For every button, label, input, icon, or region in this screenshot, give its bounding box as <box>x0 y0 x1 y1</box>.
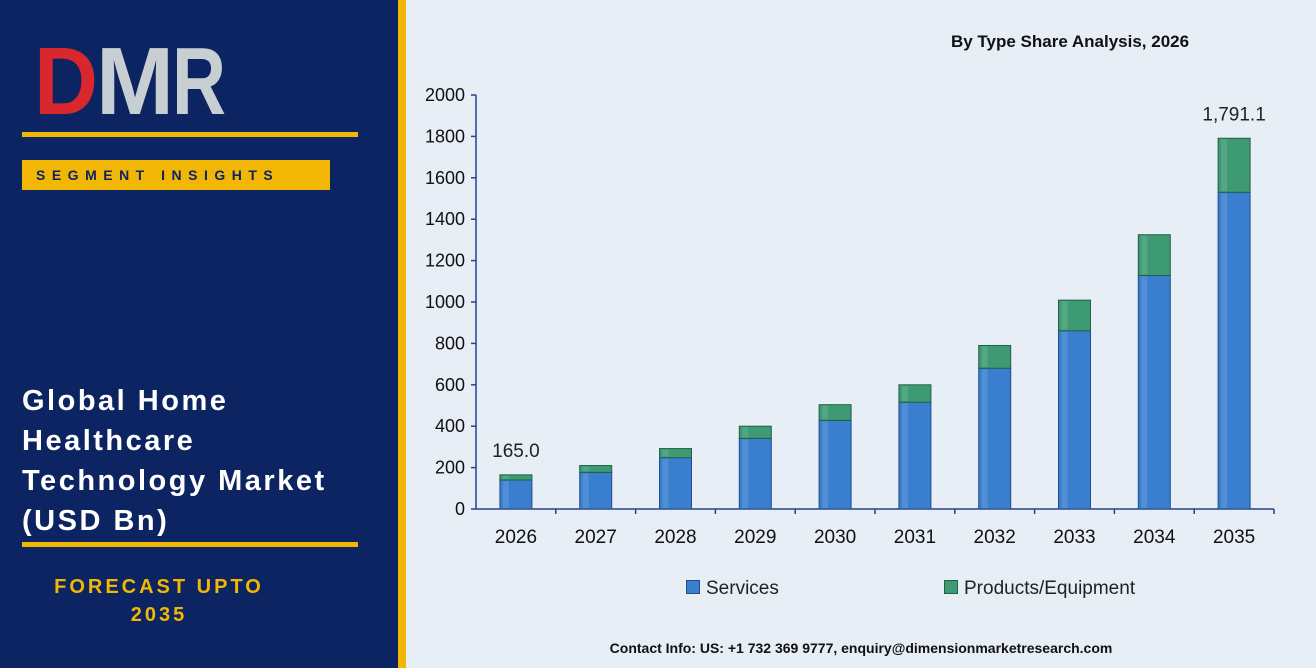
bar-segment <box>659 448 692 459</box>
bar-highlight <box>742 427 749 438</box>
y-tick-label: 600 <box>435 375 465 395</box>
bar-highlight <box>662 458 669 508</box>
x-tick-label: 2034 <box>1133 527 1176 548</box>
bar-highlight <box>1221 193 1228 509</box>
data-label: 165.0 <box>492 441 540 462</box>
x-tick-label: 2027 <box>575 527 617 548</box>
data-label: 1,791.1 <box>1202 104 1265 125</box>
bar-segment <box>579 471 613 510</box>
bar-segment <box>818 404 852 421</box>
bar-highlight <box>1141 235 1148 275</box>
y-tick-label: 400 <box>435 416 465 436</box>
y-tick-label: 1200 <box>425 251 465 271</box>
bar-highlight <box>502 475 509 480</box>
bar-highlight <box>1061 301 1068 330</box>
legend-swatch-products <box>944 579 958 594</box>
bar-highlight <box>502 481 509 508</box>
market-title-line: Technology Market <box>22 465 327 497</box>
y-tick-label: 1000 <box>425 292 465 312</box>
legend-item-products: Products/Equipment <box>944 578 1135 600</box>
bar-highlight <box>822 421 829 508</box>
segment-insights-badge <box>22 160 330 190</box>
bar-highlight <box>1061 331 1068 508</box>
x-tick-label: 2033 <box>1053 527 1095 548</box>
sidebar-divider <box>398 0 406 668</box>
bar-segment <box>1058 299 1091 332</box>
bar-segment <box>1058 330 1091 510</box>
market-title-line: Global Home <box>22 385 229 417</box>
contact-info: Contact Info: US: +1 732 369 9777, enqui… <box>609 640 1113 656</box>
bar-segment <box>738 437 772 510</box>
bar-segment <box>499 474 533 481</box>
bar-segment <box>978 344 1012 369</box>
y-tick-label: 0 <box>455 499 465 519</box>
bar-segment <box>579 465 613 473</box>
market-title: Global Home Healthcare Technology Market… <box>22 381 382 541</box>
bar-highlight <box>582 466 589 472</box>
x-tick-label: 2035 <box>1213 527 1255 548</box>
bar-highlight <box>582 473 589 508</box>
bar-highlight <box>901 385 908 402</box>
bar-highlight <box>981 369 988 508</box>
bar-highlight <box>662 449 669 457</box>
forecast-line: FORECAST UPTO <box>54 576 264 598</box>
bar-segment <box>978 367 1012 510</box>
bar-highlight <box>981 346 988 368</box>
logo-underline <box>22 132 358 137</box>
forecast-label: FORECAST UPTO 2035 <box>0 573 318 629</box>
x-tick-label: 2026 <box>495 527 537 548</box>
segment-insights-label: SEGMENT INSIGHTS <box>36 167 280 183</box>
bar-highlight <box>1141 276 1148 508</box>
x-tick-label: 2028 <box>654 527 696 548</box>
bar-highlight <box>901 403 908 508</box>
y-tick-label: 200 <box>435 458 465 478</box>
forecast-line: 2035 <box>130 604 188 626</box>
bar-segment <box>659 457 692 510</box>
logo-letter-d: D <box>34 38 98 120</box>
market-title-line: Healthcare <box>22 425 196 457</box>
x-tick-label: 2030 <box>814 527 856 548</box>
y-tick-label: 1800 <box>425 126 465 146</box>
bar-segment <box>499 479 533 510</box>
legend-label-services: Services <box>706 578 779 599</box>
bar-highlight <box>742 439 749 508</box>
market-title-line: (USD Bn) <box>22 505 170 537</box>
y-tick-label: 800 <box>435 333 465 353</box>
title-underline <box>22 542 358 547</box>
bar-segment <box>738 425 772 439</box>
x-tick-label: 2032 <box>974 527 1016 548</box>
legend-swatch-services <box>686 579 700 594</box>
y-tick-label: 2000 <box>425 85 465 105</box>
bar-segment <box>1137 275 1171 510</box>
legend-item-services: Services <box>686 578 779 600</box>
bar-segment <box>1217 137 1251 193</box>
chart-title: By Type Share Analysis, 2026 <box>950 32 1190 51</box>
bar-segment <box>818 419 852 510</box>
legend-label-products: Products/Equipment <box>964 578 1136 599</box>
bar-segment <box>1217 191 1251 510</box>
logo-letter-m: M <box>96 38 174 120</box>
bar-highlight <box>1221 139 1228 192</box>
y-tick-label: 1400 <box>425 209 465 229</box>
bar-segment <box>1137 234 1171 277</box>
bar-segment <box>898 384 932 403</box>
sidebar <box>0 0 398 668</box>
dmr-logo: D M R <box>34 38 226 120</box>
stacked-bar-chart: 0 200 400 600 800 1000 1200 1400 1600 1800 2000 202… <box>425 85 1275 548</box>
x-tick-label: 2031 <box>894 527 936 548</box>
logo-letter-r: R <box>172 38 226 120</box>
bar-highlight <box>822 405 829 420</box>
x-tick-label: 2029 <box>734 527 776 548</box>
y-tick-label: 1600 <box>425 168 465 188</box>
